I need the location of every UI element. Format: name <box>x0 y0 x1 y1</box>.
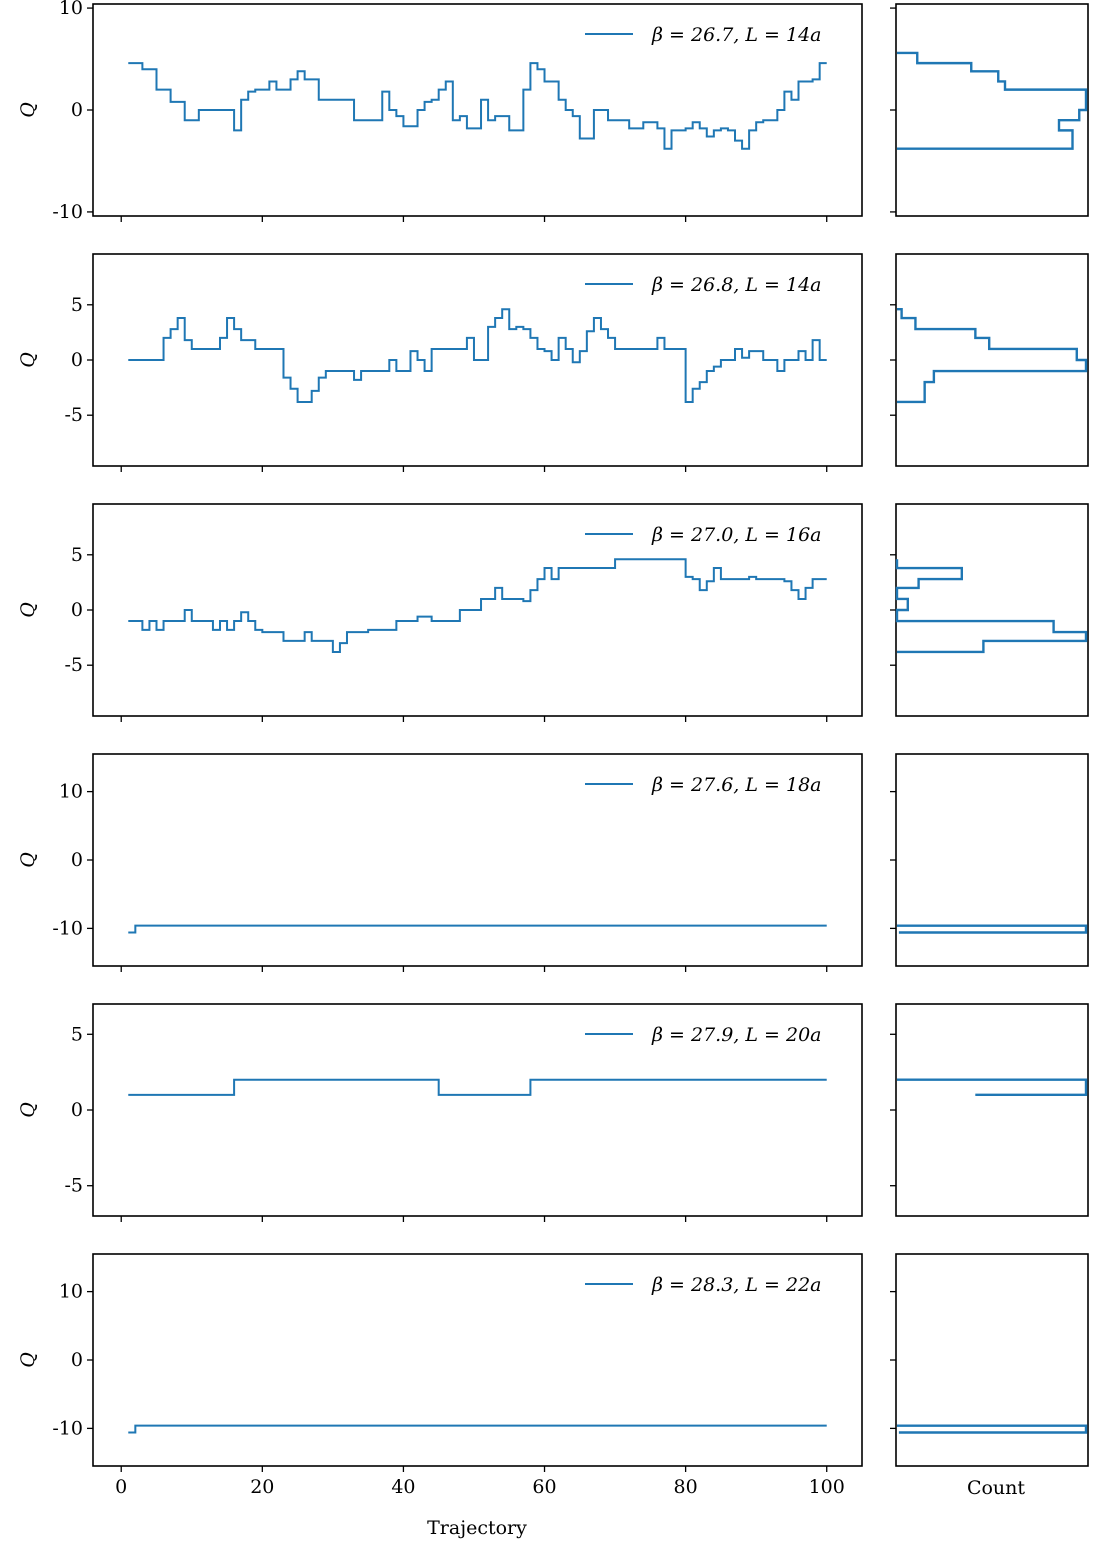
histogram-frame <box>895 3 1089 217</box>
y-tick-label: 0 <box>71 599 83 621</box>
y-tick-label: -5 <box>64 404 83 426</box>
histogram-frame <box>895 253 1089 467</box>
y-tick-label: -5 <box>64 654 83 676</box>
histogram-x-axis-label: Count <box>967 1477 1025 1499</box>
y-axis-label: Q <box>17 852 39 868</box>
x-tick-label: 20 <box>250 1476 274 1498</box>
y-tick-label: 0 <box>71 1349 83 1371</box>
series-line <box>128 1078 827 1096</box>
x-tick-label: 80 <box>674 1476 698 1498</box>
y-tick-label: 0 <box>71 99 83 121</box>
series-line <box>128 1424 827 1434</box>
histogram-frame <box>895 753 1089 967</box>
histogram-step <box>897 1078 1088 1097</box>
histogram-step <box>897 308 1088 404</box>
y-tick-label: 10 <box>59 781 83 803</box>
legend-label: β = 26.8, L = 14a <box>651 274 822 296</box>
histogram-frame <box>895 503 1089 717</box>
series-line <box>128 62 827 150</box>
histogram-4 <box>890 753 1089 967</box>
y-axis-label: Q <box>17 602 39 618</box>
histogram-frame <box>895 1253 1089 1467</box>
histogram-3 <box>890 503 1089 717</box>
histogram-1 <box>890 3 1089 217</box>
x-axis-label: Trajectory <box>427 1517 527 1539</box>
histogram-6 <box>890 1253 1089 1467</box>
y-axis-label: Q <box>17 1352 39 1368</box>
y-tick-label: 5 <box>71 1023 83 1045</box>
y-tick-label: 10 <box>59 0 83 19</box>
legend-label: β = 26.7, L = 14a <box>651 24 822 46</box>
histogram-step <box>897 1424 1088 1434</box>
panel-1: 10 0 -10 Qβ = 26.7, L = 14a <box>17 0 1089 223</box>
y-axis-label: Q <box>17 102 39 118</box>
y-tick-label: 5 <box>71 294 83 316</box>
y-tick-label: -5 <box>64 1175 83 1197</box>
series-line <box>128 924 827 934</box>
x-tick-label: 40 <box>391 1476 415 1498</box>
panel-3: 5 0 -5 Qβ = 27.0, L = 16a <box>17 503 1089 722</box>
series-line <box>128 308 827 403</box>
histogram-step <box>895 559 1088 654</box>
x-tick-label: 0 <box>115 1476 127 1498</box>
y-tick-label: -10 <box>52 201 83 223</box>
y-axis-label: Q <box>17 352 39 368</box>
y-tick-label: 10 <box>59 1281 83 1303</box>
y-tick-label: 0 <box>71 849 83 871</box>
y-tick-label: 0 <box>71 1099 83 1121</box>
legend-label: β = 28.3, L = 22a <box>651 1274 822 1296</box>
y-tick-label: -10 <box>52 1417 83 1439</box>
histogram-2 <box>890 253 1089 467</box>
panel-2: 5 0 -5 Qβ = 26.8, L = 14a <box>17 253 1089 472</box>
legend-label: β = 27.9, L = 20a <box>651 1024 822 1046</box>
series-line <box>128 558 827 653</box>
histogram-frame <box>895 1003 1089 1217</box>
x-tick-label: 100 <box>809 1476 845 1498</box>
y-tick-label: 5 <box>71 544 83 566</box>
histogram-5 <box>890 1003 1089 1217</box>
panel-5: 5 0 -5 Qβ = 27.9, L = 20a <box>17 1003 1089 1222</box>
x-tick-label: 60 <box>532 1476 556 1498</box>
histogram-step <box>897 924 1088 934</box>
y-tick-label: 0 <box>71 349 83 371</box>
panel-4: 10 0 -10 Qβ = 27.6, L = 18a <box>17 753 1089 972</box>
y-axis-label: Q <box>17 1102 39 1118</box>
histogram-step <box>897 51 1088 150</box>
legend-label: β = 27.0, L = 16a <box>651 524 822 546</box>
y-tick-label: -10 <box>52 917 83 939</box>
legend-label: β = 27.6, L = 18a <box>651 774 822 796</box>
